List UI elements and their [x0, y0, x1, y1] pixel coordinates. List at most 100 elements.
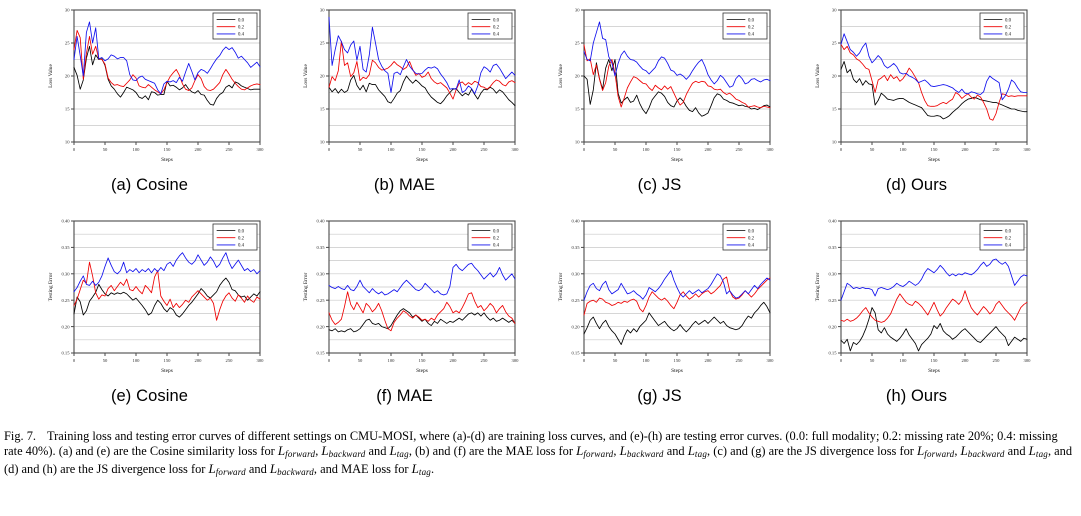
legend-label-0.0: 0.0: [238, 229, 245, 234]
x-tick-label: 250: [226, 358, 234, 363]
y-tick-label: 15: [575, 107, 580, 112]
legend-label-0.0: 0.0: [1005, 229, 1012, 234]
y-axis-title: Testing Error: [48, 273, 54, 302]
x-tick-label: 200: [450, 358, 458, 363]
y-tick-label: 0.40: [571, 219, 580, 224]
x-axis-title: Steps: [671, 157, 683, 163]
series-line-0.0: [840, 61, 1028, 120]
y-axis-title: Testing Error: [558, 273, 564, 302]
y-axis-title: Loss Value: [815, 64, 821, 88]
legend-box: [467, 12, 513, 40]
legend-box: [722, 12, 768, 40]
series-line-0.2: [328, 291, 516, 332]
legend-box: [979, 12, 1025, 40]
legend-label-0.4: 0.4: [493, 33, 500, 38]
x-tick-label: 50: [870, 358, 875, 363]
plot-b: 10 15 20 25 30 0 50 100 150 200 250 300 Steps Loss Va…: [277, 0, 532, 178]
legend-label-0.2: 0.2: [748, 237, 755, 242]
panel-caption-h: (h) Ours: [885, 387, 948, 405]
legend-label-0.2: 0.2: [493, 26, 500, 31]
series-line-0.4: [73, 252, 261, 293]
x-tick-label: 300: [767, 147, 775, 152]
panel-f: 0.15 0.20 0.25 0.30 0.35 0.40 0 50 100 150 200 250 3…: [277, 211, 532, 423]
chart-svg-f: 0.15 0.20 0.25 0.30 0.35 0.40 0 50 100 150 200 250 3…: [303, 219, 520, 374]
figure-caption: Fig. 7. Training loss and testing error c…: [4, 429, 1077, 480]
chart-svg-h: 0.15 0.20 0.25 0.30 0.35 0.40 0 50 100 150 200 250 3…: [815, 219, 1031, 374]
panel-d: 10 15 20 25 30 0 50 100 150 200 250 300 Steps Loss Va…: [789, 0, 1044, 212]
plot-d: 10 15 20 25 30 0 50 100 150 200 250 300 Steps Loss Va…: [789, 0, 1044, 178]
y-tick-label: 0.25: [571, 298, 580, 303]
legend-label-0.2: 0.2: [493, 237, 500, 242]
panel-a: 10 15 20 25 30 0 50 100 150 200 250 300 Steps Loss Va…: [22, 0, 277, 212]
legend-label-0.0: 0.0: [1005, 18, 1012, 23]
x-tick-label: 100: [133, 358, 141, 363]
x-tick-label: 150: [674, 147, 682, 152]
x-tick-label: 50: [103, 147, 108, 152]
figure-row-training-loss: 10 15 20 25 30 0 50 100 150 200 250 300 Steps Loss Va…: [0, 0, 1081, 212]
x-tick-label: 0: [840, 147, 843, 152]
legend-box: [212, 12, 258, 40]
legend-label-0.2: 0.2: [1005, 26, 1012, 31]
y-tick-label: 15: [320, 107, 325, 112]
legend-label-0.4: 0.4: [748, 33, 755, 38]
legend-d: 0.0 0.2 0.4: [979, 12, 1025, 40]
x-tick-label: 150: [931, 147, 939, 152]
series-line-0.0: [583, 301, 771, 345]
legend-label-0.2: 0.2: [238, 237, 245, 242]
legend-label-0.0: 0.0: [238, 18, 245, 23]
y-tick-label: 0.35: [828, 245, 837, 250]
series-line-0.0: [73, 277, 261, 318]
panel-h: 0.15 0.20 0.25 0.30 0.35 0.40 0 50 100 150 200 250 3…: [789, 211, 1044, 423]
y-axis-title: Testing Error: [303, 273, 309, 302]
legend-label-0.2: 0.2: [1005, 237, 1012, 242]
x-tick-label: 200: [962, 358, 970, 363]
legend-label-0.2: 0.2: [238, 26, 245, 31]
y-tick-label: 0.15: [828, 351, 837, 356]
x-tick-label: 300: [767, 358, 775, 363]
x-axis-title: Steps: [416, 368, 428, 374]
y-axis-title: Loss Value: [558, 64, 564, 88]
series-line-0.4: [840, 33, 1028, 101]
x-tick-label: 50: [103, 358, 108, 363]
y-tick-label: 30: [575, 8, 580, 13]
series-line-0.2: [328, 40, 516, 100]
legend-c: 0.0 0.2 0.4: [722, 12, 768, 40]
x-axis-title: Steps: [928, 368, 940, 374]
series-line-0.0: [328, 308, 516, 333]
chart-svg-e: 0.15 0.20 0.25 0.30 0.35 0.40 0 50 100 150 200 250 3…: [48, 219, 264, 374]
legend-label-0.4: 0.4: [1005, 244, 1012, 249]
y-tick-label: 30: [65, 8, 70, 13]
series-line-0.0: [840, 307, 1028, 352]
y-tick-label: 0.30: [61, 272, 70, 277]
x-tick-label: 300: [512, 358, 520, 363]
plot-e: 0.15 0.20 0.25 0.30 0.35 0.40 0 50 100 150 200 250 3…: [22, 211, 277, 389]
x-tick-label: 250: [481, 147, 489, 152]
panel-b: 10 15 20 25 30 0 50 100 150 200 250 300 Steps Loss Va…: [277, 0, 532, 212]
y-tick-label: 0.35: [61, 245, 70, 250]
legend-b: 0.0 0.2 0.4: [467, 12, 513, 40]
panel-e: 0.15 0.20 0.25 0.30 0.35 0.40 0 50 100 150 200 250 3…: [22, 211, 277, 423]
series-line-0.0: [583, 59, 771, 117]
y-tick-label: 20: [320, 74, 325, 79]
x-axis-title: Steps: [416, 157, 428, 163]
x-tick-label: 200: [195, 358, 203, 363]
legend-label-0.0: 0.0: [748, 229, 755, 234]
figure-caption-body: Training loss and testing error curves o…: [4, 429, 1073, 477]
x-tick-label: 150: [164, 147, 172, 152]
series-line-0.0: [328, 74, 516, 107]
series-line-0.2: [583, 276, 771, 316]
panel-caption-f: (f) MAE: [376, 387, 433, 405]
x-tick-label: 50: [870, 147, 875, 152]
x-tick-label: 150: [419, 147, 427, 152]
y-tick-label: 0.25: [316, 298, 325, 303]
plot-a: 10 15 20 25 30 0 50 100 150 200 250 300 Steps Loss Va…: [22, 0, 277, 178]
legend-label-0.4: 0.4: [748, 244, 755, 249]
x-tick-label: 200: [195, 147, 203, 152]
plot-g: 0.15 0.20 0.25 0.30 0.35 0.40 0 50 100 150 200 250 3…: [532, 211, 787, 389]
figure-label: Fig. 7.: [4, 429, 37, 443]
series-line-0.2: [73, 261, 261, 321]
x-tick-label: 50: [358, 147, 363, 152]
x-tick-label: 200: [962, 147, 970, 152]
y-tick-label: 0.20: [61, 324, 70, 329]
